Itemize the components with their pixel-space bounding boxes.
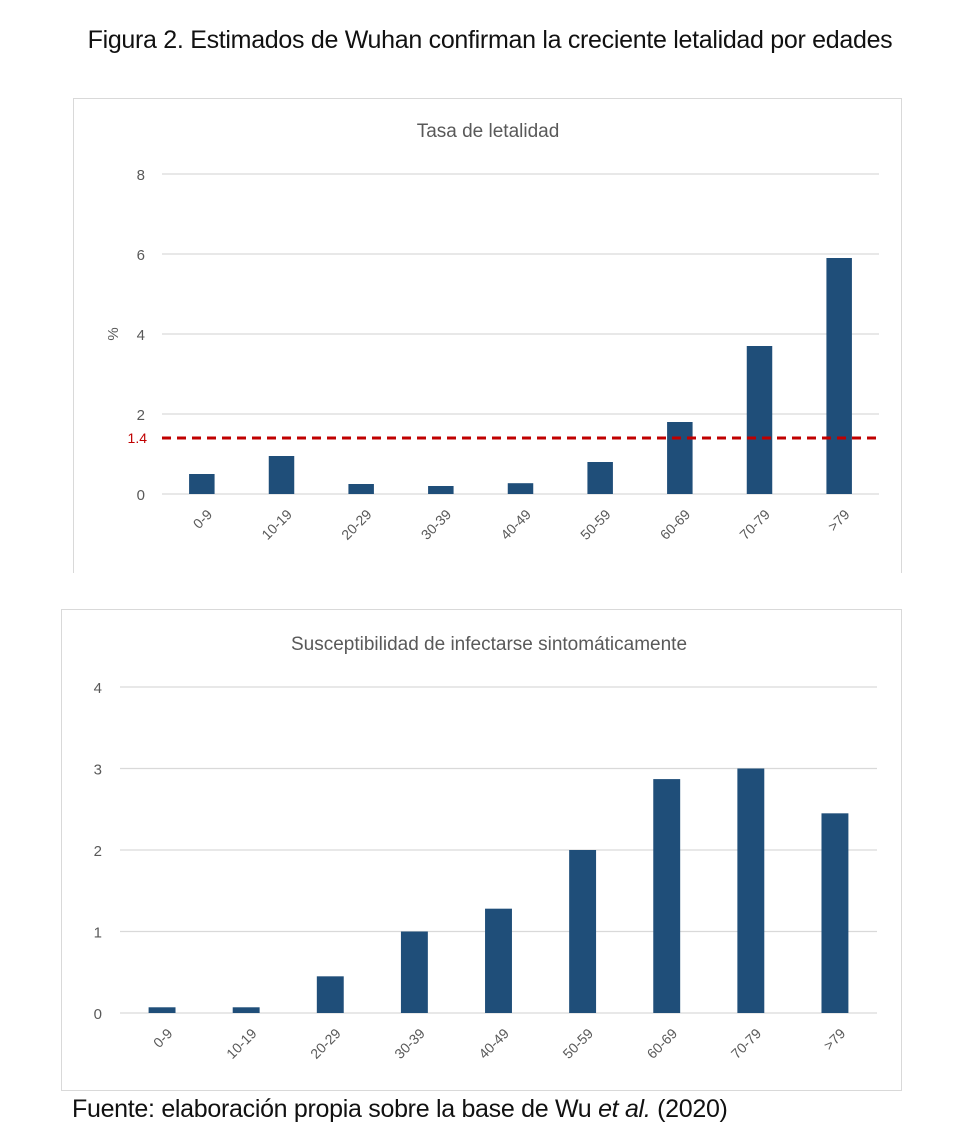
x-tick-label: 50-59 <box>577 506 614 543</box>
x-tick-label: 50-59 <box>559 1025 596 1062</box>
figure-title: Figura 2. Estimados de Wuhan confirman l… <box>87 26 893 54</box>
chart-susceptibilidad: Susceptibilidad de infectarse sintomátic… <box>94 634 877 1062</box>
bar-60-69 <box>667 422 693 494</box>
bar-40-49 <box>507 483 534 494</box>
y-tick-label: 2 <box>94 843 102 860</box>
bar-40-49 <box>485 908 512 1013</box>
figure-source: Fuente: elaboración propia sobre la base… <box>72 1095 728 1124</box>
bar-30-39 <box>400 931 428 1013</box>
x-tick-label: 30-39 <box>391 1025 428 1062</box>
x-tick-label: 10-19 <box>223 1025 260 1062</box>
reference-line-label: 1.4 <box>128 430 148 446</box>
chart-letalidad: Tasa de letalidad 0 2 4 6 8% 0-9 10-19 20-29 30-3… <box>105 121 879 543</box>
bar-10-19 <box>268 456 295 494</box>
x-tick-label: 70-79 <box>728 1025 765 1062</box>
x-tick-label: 60-69 <box>657 506 694 543</box>
x-tick-label: 20-29 <box>307 1025 344 1062</box>
y-tick-label: 4 <box>137 327 145 344</box>
y-tick-label: 0 <box>137 487 145 504</box>
bar-60-69 <box>653 779 681 1013</box>
source-italic: et al. <box>598 1095 651 1123</box>
chart-panel-letalidad: Tasa de letalidad 0 2 4 6 8% 0-9 10-19 20-29 30-3… <box>73 98 902 573</box>
bar->79 <box>826 258 852 494</box>
chart-title: Tasa de letalidad <box>417 121 560 142</box>
y-tick-label: 0 <box>94 1006 102 1023</box>
y-tick-label: 3 <box>94 762 102 779</box>
x-tick-label: >79 <box>820 1025 848 1053</box>
bar-0-9 <box>189 474 215 494</box>
bar-10-19 <box>232 1007 260 1013</box>
x-tick-label: >79 <box>825 506 853 534</box>
source-prefix: Fuente: elaboración propia sobre la base… <box>72 1095 599 1123</box>
x-tick-label: 70-79 <box>736 506 773 543</box>
y-tick-label: 2 <box>137 407 145 424</box>
bar-70-79 <box>737 768 765 1013</box>
x-tick-label: 20-29 <box>338 506 375 543</box>
x-tick-label: 0-9 <box>190 506 216 532</box>
bar-50-59 <box>587 462 613 494</box>
chart-panel-susceptibilidad: Susceptibilidad de infectarse sintomátic… <box>61 609 902 1091</box>
x-tick-label: 0-9 <box>150 1025 176 1051</box>
x-tick-label: 60-69 <box>644 1025 681 1062</box>
y-tick-label: 1 <box>94 925 102 942</box>
y-axis-label: % <box>105 327 122 340</box>
source-suffix: (2020) <box>650 1095 728 1123</box>
chart-title: Susceptibilidad de infectarse sintomátic… <box>291 634 687 655</box>
bar-30-39 <box>428 486 454 494</box>
x-tick-label: 30-39 <box>418 506 455 543</box>
bar-50-59 <box>569 850 597 1013</box>
bar-0-9 <box>148 1007 176 1013</box>
y-tick-label: 8 <box>137 167 145 184</box>
y-tick-label: 6 <box>137 247 145 264</box>
bar-20-29 <box>348 484 374 494</box>
x-tick-label: 10-19 <box>258 506 295 543</box>
x-tick-label: 40-49 <box>475 1025 512 1062</box>
bar-20-29 <box>316 976 344 1013</box>
bar->79 <box>821 813 849 1013</box>
x-tick-label: 40-49 <box>497 506 534 543</box>
bar-70-79 <box>746 346 773 494</box>
y-tick-label: 4 <box>94 680 102 697</box>
